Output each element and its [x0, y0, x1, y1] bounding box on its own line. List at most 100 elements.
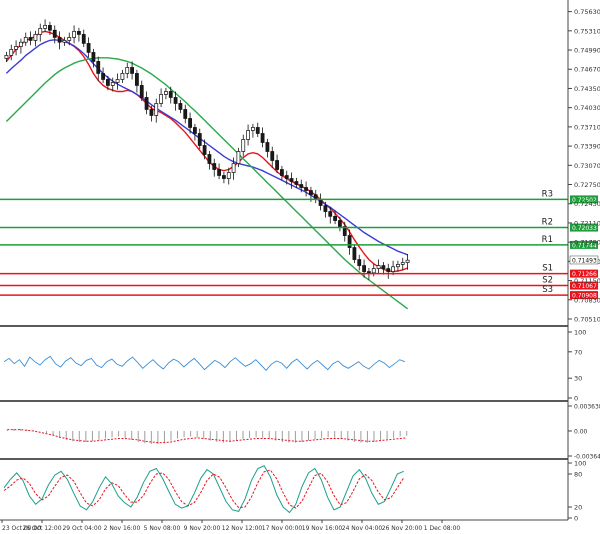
level-name-label: S2 — [542, 276, 553, 286]
candle — [81, 34, 86, 44]
level-price-tag — [570, 281, 598, 290]
rsi-panel: 100 70 30 0 — [3, 329, 586, 403]
level-name-label: S1 — [542, 264, 553, 274]
stoch-d-line — [3, 469, 405, 509]
macd-panel: 0.003638 0.00 -0.003646 — [6, 404, 600, 461]
price-tick-label: 0.73070 — [574, 162, 600, 170]
candle — [38, 28, 43, 35]
candle — [207, 154, 212, 164]
x-tick-label: 12 Nov 12:00 — [222, 525, 263, 532]
stoch-tick-label: 0 — [574, 515, 578, 523]
price-panel: 0.72502 R3 0.72033 R2 0.71744 R1 0.71266 S1 0.71… — [0, 8, 600, 323]
candle — [72, 31, 76, 38]
candle — [405, 259, 410, 263]
candle — [391, 266, 395, 272]
candle — [154, 103, 159, 116]
x-tick-label: 2 Nov 16:00 — [104, 525, 141, 532]
candle — [183, 109, 188, 119]
candle — [33, 34, 38, 41]
price-tick-label: 0.74350 — [574, 85, 600, 93]
candle — [106, 79, 110, 86]
candle — [333, 215, 337, 221]
price-tick-label: 0.72430 — [574, 200, 600, 208]
candle — [101, 73, 105, 80]
moving-average-line — [5, 39, 408, 256]
candle — [328, 211, 333, 217]
price-tick-label: 0.73390 — [574, 143, 600, 151]
level-price-label: 0.72033 — [572, 225, 597, 232]
candle — [381, 265, 386, 269]
candle — [120, 73, 125, 80]
candle — [130, 67, 134, 74]
candle — [270, 151, 275, 161]
price-tick-label: 0.74670 — [574, 66, 600, 74]
candle — [57, 37, 62, 43]
candle — [115, 79, 120, 83]
candle — [265, 142, 270, 152]
candle — [48, 25, 52, 31]
candle — [144, 97, 149, 110]
candle — [362, 265, 366, 272]
candle — [135, 73, 139, 86]
last-price-tag — [569, 255, 599, 265]
x-tick-label: 17 Nov 00:00 — [262, 525, 303, 532]
candle — [246, 130, 250, 140]
candle — [164, 91, 168, 95]
candle — [86, 43, 91, 53]
moving-average-line — [5, 57, 409, 310]
rsi-tick-label: 70 — [574, 348, 582, 356]
candle — [251, 127, 255, 131]
price-tick-label: 0.74030 — [574, 104, 600, 112]
candle — [386, 268, 391, 272]
level-price-tag — [570, 195, 598, 204]
candle — [371, 268, 376, 274]
candle — [323, 205, 328, 212]
candle — [255, 127, 260, 134]
candle — [188, 118, 192, 128]
price-tick-label: 0.73710 — [574, 123, 600, 131]
candle — [168, 91, 173, 98]
x-tick-label: 23 Oct 00:00 — [2, 525, 41, 532]
candle — [376, 265, 381, 269]
level-name-label: R3 — [542, 189, 553, 199]
candle — [222, 175, 226, 179]
candle — [338, 220, 342, 227]
candle — [236, 151, 241, 164]
candle — [67, 37, 72, 41]
stochastic-panel: 100 80 20 0 — [3, 460, 586, 523]
candle — [149, 109, 154, 116]
price-tick-label: 0.75630 — [574, 8, 600, 16]
price-tick-label: 0.74990 — [574, 47, 600, 55]
candle — [289, 178, 294, 182]
candle — [125, 67, 130, 74]
candle — [43, 25, 47, 29]
x-tick-label: 5 Nov 08:00 — [144, 525, 181, 532]
level-price-tag — [570, 240, 598, 249]
candle — [52, 29, 57, 38]
candle — [9, 49, 14, 56]
level-name-label: R1 — [542, 235, 553, 245]
candle — [347, 235, 352, 248]
price-tick-label: 0.72750 — [574, 181, 600, 189]
macd-tick-label: -0.003646 — [574, 454, 600, 461]
candle — [23, 37, 28, 43]
rsi-line — [3, 355, 406, 371]
candle — [193, 127, 197, 134]
price-tick-label: 0.71150 — [574, 277, 600, 285]
candle — [91, 52, 96, 62]
candle — [77, 31, 81, 35]
macd-signal-line — [7, 429, 407, 444]
candle — [178, 103, 183, 110]
candle — [217, 169, 221, 176]
stoch-tick-label: 100 — [574, 460, 586, 468]
candle — [309, 190, 313, 196]
level-price-label: 0.71266 — [572, 271, 597, 278]
candle — [275, 160, 279, 170]
x-tick-label: 1 Dec 08:00 — [424, 525, 461, 532]
level-price-label: 0.71067 — [572, 283, 597, 290]
candle — [202, 145, 207, 155]
candle — [400, 262, 405, 265]
candle — [212, 163, 217, 170]
price-tick-label: 0.70510 — [574, 315, 600, 323]
